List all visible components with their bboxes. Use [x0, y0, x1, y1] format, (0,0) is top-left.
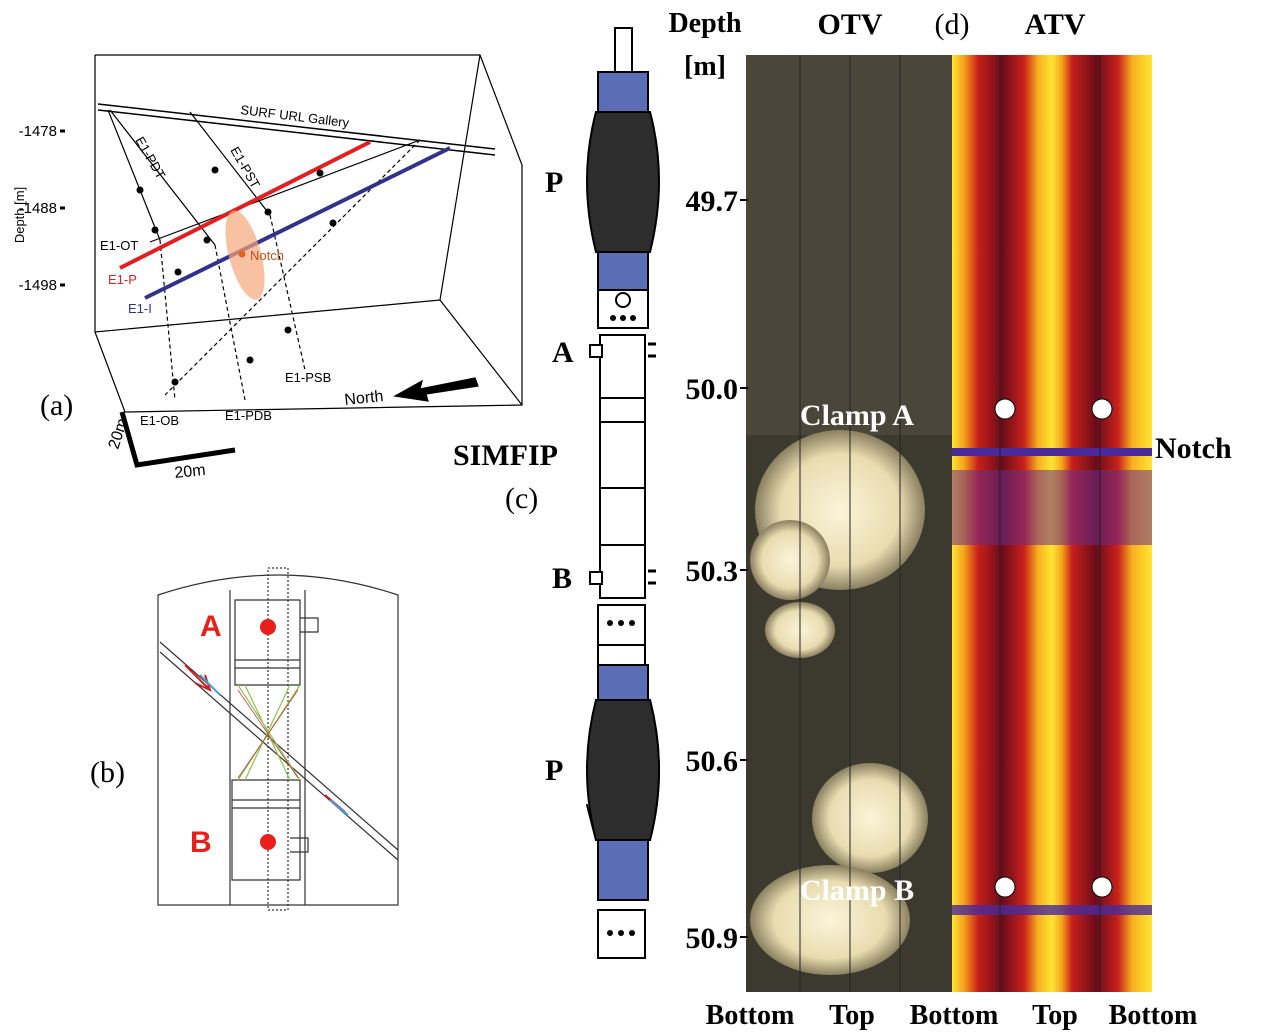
- clamp-label: B: [552, 562, 572, 595]
- depth-tick: -1488: [19, 200, 57, 217]
- depth-title: [m]: [684, 51, 726, 82]
- scale-label: 20m: [174, 462, 207, 482]
- otv-title: OTV: [817, 8, 882, 41]
- depth-tick: -1498: [19, 277, 57, 294]
- orientation-label: Bottom: [910, 1000, 999, 1031]
- well-label: E1-P: [108, 272, 137, 287]
- panel-label: (a): [40, 389, 73, 422]
- notch-label: Notch: [1155, 432, 1232, 465]
- panel-a-labels: SURF URL Gallery Depth [m] -1478 -1488 -…: [12, 102, 384, 482]
- depth-tick: 50.9: [686, 922, 739, 955]
- well-label: E1-PDB: [225, 408, 272, 423]
- well-label: E1-OT: [100, 238, 138, 253]
- panel-d: [740, 55, 1152, 992]
- panel-label: (c): [505, 482, 538, 515]
- depth-tick: 50.3: [686, 555, 739, 588]
- north-label: North: [344, 388, 385, 409]
- packer-label: P: [545, 166, 563, 199]
- orientation-label: Top: [829, 1000, 875, 1031]
- clamp-label: B: [190, 826, 212, 859]
- depth-tick: 49.7: [686, 185, 739, 218]
- orientation-label: Top: [1032, 1000, 1078, 1031]
- well-label: E1-PDT: [132, 134, 168, 182]
- tool-label: SIMFIP: [453, 439, 558, 472]
- clamp-label: A: [552, 336, 574, 369]
- panel-label: (b): [90, 756, 125, 789]
- orientation-label: Bottom: [706, 1000, 795, 1031]
- depth-tick: -1478: [19, 123, 57, 140]
- well-label: E1-OB: [140, 413, 179, 428]
- panel-label: (d): [935, 8, 970, 41]
- depth-tick: 50.6: [686, 745, 739, 778]
- packer-label: P: [545, 754, 563, 787]
- well-label: E1-PSB: [285, 370, 331, 385]
- clamp-label: Clamp A: [800, 399, 915, 432]
- well-label: E1-I: [128, 301, 152, 316]
- clamp-label: A: [200, 610, 222, 643]
- notch-label: Notch: [250, 248, 284, 263]
- depth-tick: 50.0: [686, 373, 739, 406]
- panel-c: [587, 28, 659, 958]
- clamp-label: Clamp B: [800, 874, 914, 907]
- atv-title: ATV: [1024, 8, 1085, 41]
- depth-title: Depth: [668, 8, 742, 39]
- orientation-label: Bottom: [1109, 1000, 1198, 1031]
- figure: SURF URL Gallery Depth [m] -1478 -1488 -…: [0, 0, 1266, 1034]
